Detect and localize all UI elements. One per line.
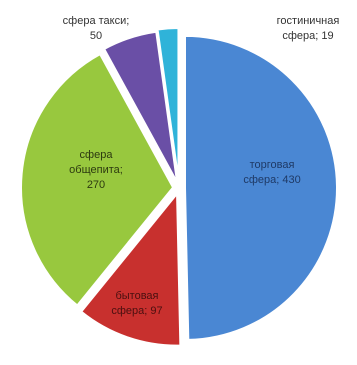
slice-label-line: сфера; 19 (282, 30, 333, 42)
slice-label-line: 50 (90, 30, 102, 42)
slice-label: торговая сфера; 430 (243, 159, 300, 186)
slice-label-line: бытовая (115, 290, 158, 302)
pie-slice (156, 27, 180, 181)
pie-slice (20, 52, 175, 307)
slice-label-line: сфера такси; (63, 15, 130, 27)
pie-slice (184, 34, 338, 341)
slice-label-line: торговая (250, 159, 295, 171)
slice-label-line: сфера; 97 (111, 305, 162, 317)
slice-label: бытовая сфера; 97 (111, 290, 162, 317)
slice-label: гостиничная сфера; 19 (277, 15, 340, 42)
slice-label-line: 270 (87, 179, 105, 191)
pie-slice (102, 30, 179, 183)
slice-label: сфера общепита; 270 (69, 149, 123, 191)
slice-label-line: общепита; (69, 164, 123, 176)
slice-label-line: сфера; 430 (243, 174, 300, 186)
slice-label-line: гостиничная (277, 15, 340, 27)
pie-slice (79, 190, 182, 347)
pie-labels: торговая сфера; 430 бытовая сфера; 97 сфера о… (63, 15, 340, 317)
slice-label: сфера такси; 50 (63, 15, 130, 42)
pie-slices (20, 27, 338, 347)
slice-label-line: сфера (80, 149, 114, 161)
